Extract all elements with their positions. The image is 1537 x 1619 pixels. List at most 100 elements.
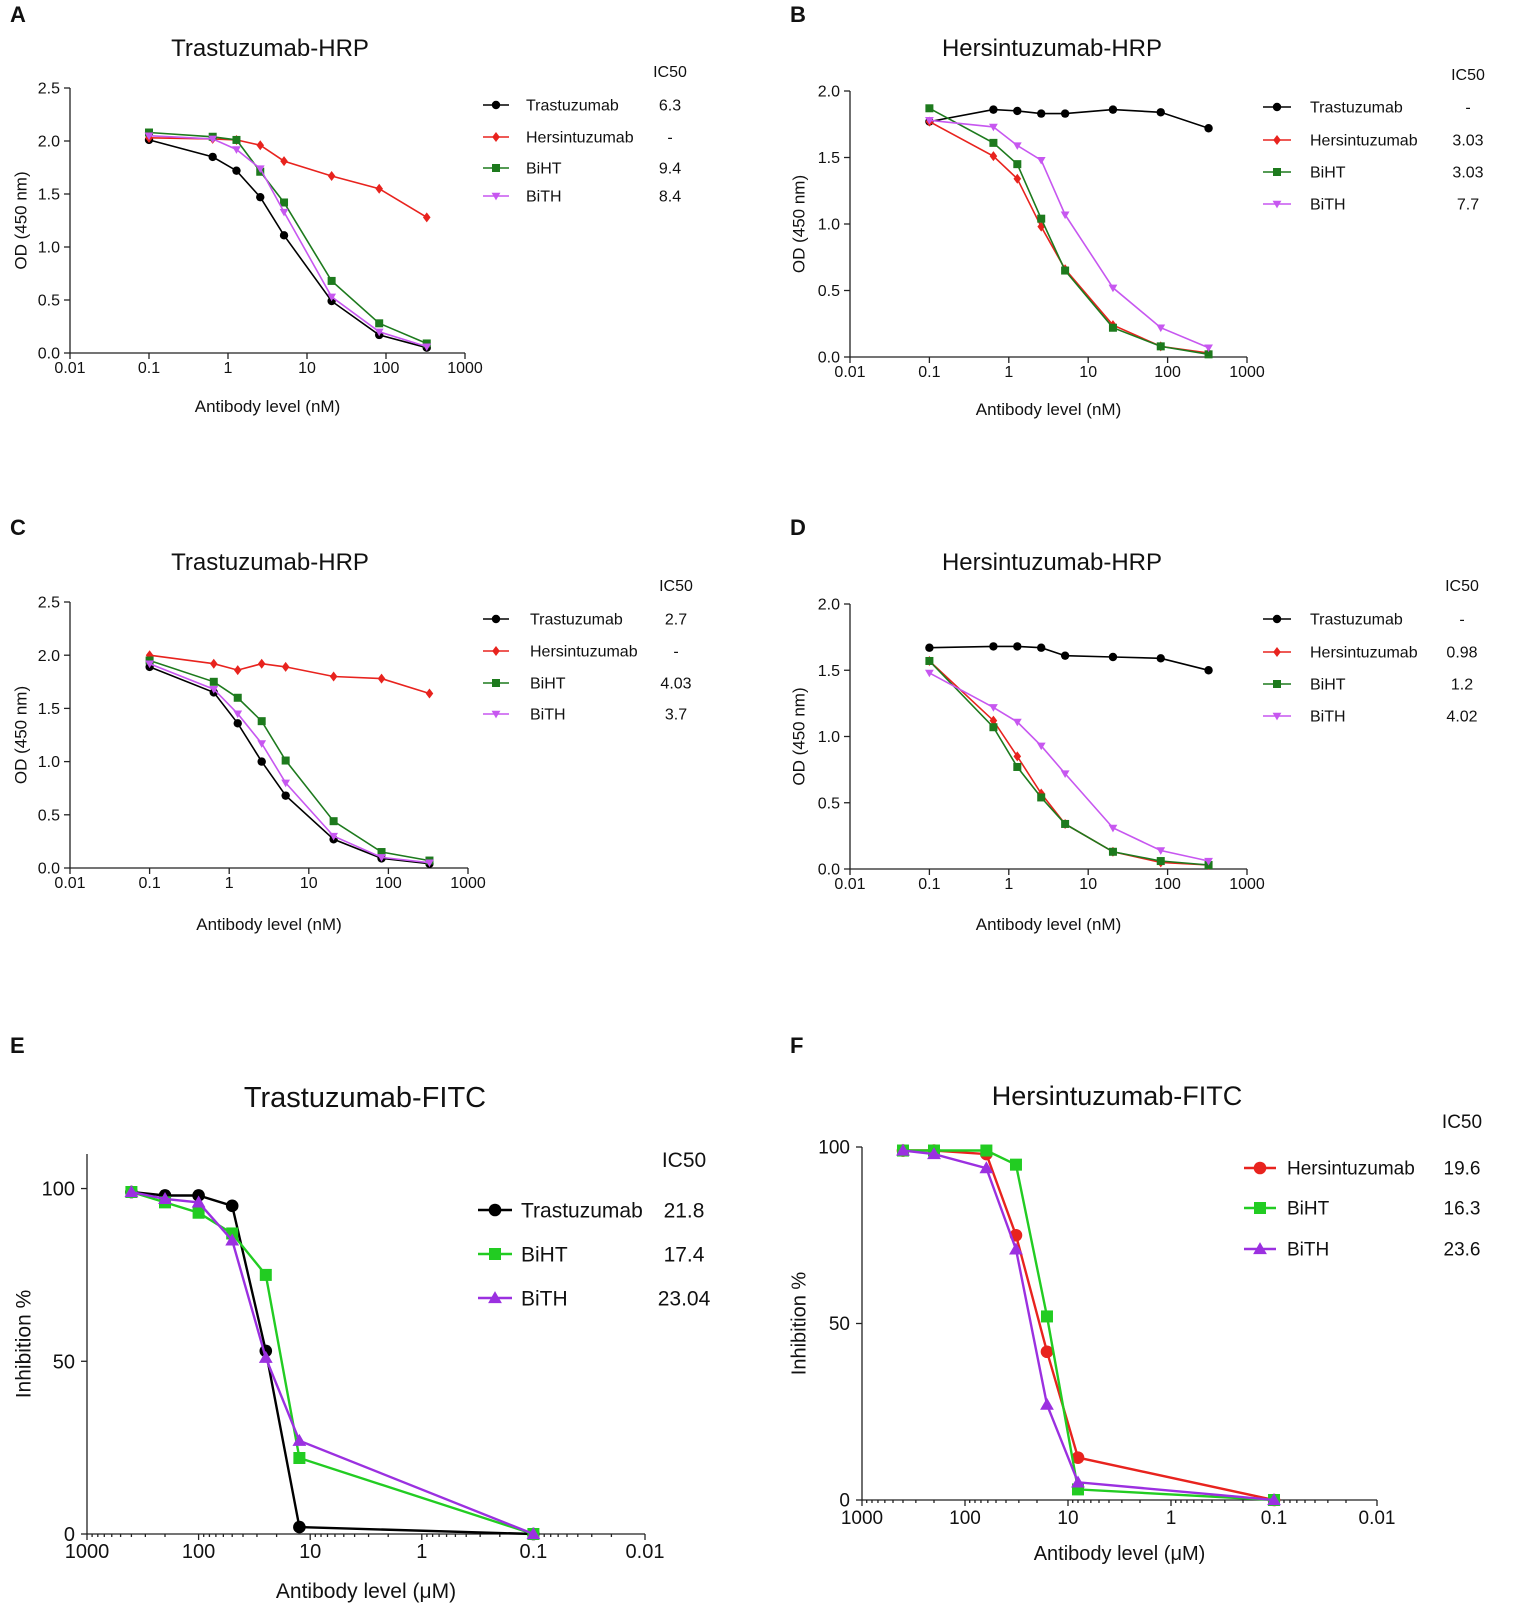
y-tick-label: 2.0 xyxy=(818,597,840,614)
legend-swatch-marker xyxy=(492,132,500,142)
y-tick-label: 0 xyxy=(64,1524,75,1546)
legend-label: BiTH xyxy=(526,189,562,206)
series-biht xyxy=(896,1144,1280,1506)
series-biht xyxy=(145,128,431,348)
chart-title: Hersintuzumab-HRP xyxy=(942,549,1162,576)
data-point xyxy=(1061,819,1070,828)
data-point xyxy=(255,165,265,173)
series-line xyxy=(131,1190,534,1536)
x-tick-label: 1000 xyxy=(65,1541,110,1563)
ic50-header: IC50 xyxy=(1445,578,1479,595)
panel-label: D xyxy=(790,515,806,540)
legend-label: Hersintuzumab xyxy=(530,644,638,661)
x-tick-label: 0.01 xyxy=(54,360,85,377)
legend-ic50: 3.7 xyxy=(665,707,687,724)
legend-ic50: 1.2 xyxy=(1451,677,1473,694)
data-point xyxy=(209,686,219,694)
series-biht xyxy=(925,104,1213,359)
legend-item: BiHT 1.2 xyxy=(1263,677,1473,694)
x-tick-label: 1000 xyxy=(1229,364,1265,381)
legend-label: Trastuzumab xyxy=(530,612,623,629)
legend-swatch-marker xyxy=(1254,1202,1266,1214)
x-axis-label: Antibody level (μM) xyxy=(276,1580,456,1603)
axes xyxy=(844,603,1248,875)
legend-item: Hersintuzumab 3.03 xyxy=(1263,133,1484,150)
ic50-header: IC50 xyxy=(1442,1112,1482,1133)
data-point xyxy=(124,1185,139,1198)
data-point xyxy=(327,293,337,302)
series-line xyxy=(149,662,430,864)
y-tick-label: 2.0 xyxy=(38,134,60,151)
chart-title: Trastuzumab-HRP xyxy=(171,549,369,576)
panel-label: B xyxy=(790,2,806,27)
data-point xyxy=(1267,1493,1281,1506)
y-tick-label: 100 xyxy=(42,1179,75,1201)
chart-title: Trastuzumab-HRP xyxy=(171,35,369,62)
y-tick-label: 1.5 xyxy=(818,663,840,680)
legend-ic50: 16.3 xyxy=(1444,1199,1481,1220)
x-tick-label: 1000 xyxy=(841,1508,883,1529)
y-tick-label: 0.0 xyxy=(818,862,840,879)
x-tick-label: 1 xyxy=(1004,364,1013,381)
legend-item: BiHT 3.03 xyxy=(1263,165,1484,182)
data-point xyxy=(989,642,998,651)
data-point xyxy=(1036,742,1046,751)
data-point xyxy=(425,688,434,699)
data-point xyxy=(292,1433,307,1446)
data-point xyxy=(329,832,339,841)
x-tick-label: 0.1 xyxy=(138,875,160,892)
legend-label: BiHT xyxy=(1310,165,1346,182)
legend-swatch-marker xyxy=(1273,135,1281,145)
x-tick-label: 10 xyxy=(300,875,318,892)
x-tick-label: 1 xyxy=(416,1541,427,1563)
series-line xyxy=(903,1149,1275,1502)
legend-label: BiTH xyxy=(530,707,566,724)
legend-label: BiHT xyxy=(521,1243,568,1266)
legend-swatch-marker xyxy=(492,679,500,687)
x-axis-label: Antibody level (nM) xyxy=(976,400,1122,419)
x-axis-label: Antibody level (nM) xyxy=(195,397,341,416)
series-line xyxy=(929,645,1209,672)
x-tick-label: 1 xyxy=(1004,876,1013,893)
data-point xyxy=(1037,643,1046,652)
legend-item: Hersintuzumab 0.98 xyxy=(1263,645,1478,662)
x-tick-label: 10 xyxy=(299,1541,321,1563)
legend-item: BiHT 4.03 xyxy=(483,676,692,693)
axes xyxy=(844,90,1248,363)
data-point xyxy=(1204,124,1213,133)
data-point xyxy=(1060,770,1070,778)
data-point xyxy=(257,717,266,726)
x-tick-label: 1000 xyxy=(450,875,486,892)
data-point xyxy=(1040,1397,1054,1410)
legend-ic50: 17.4 xyxy=(664,1243,705,1266)
panel-label: F xyxy=(790,1033,803,1058)
data-point xyxy=(1108,284,1118,293)
x-tick-label: 1 xyxy=(225,875,234,892)
data-point xyxy=(1156,654,1165,663)
data-point xyxy=(257,740,267,748)
series-line xyxy=(131,1190,534,1536)
series-bith xyxy=(896,1143,1281,1506)
data-point xyxy=(233,693,242,702)
data-point xyxy=(1204,666,1213,675)
x-tick-label: 0.1 xyxy=(1261,1508,1287,1529)
legend-item: Trastuzumab 21.8 xyxy=(478,1199,704,1222)
legend-item: Hersintuzumab - xyxy=(483,644,679,661)
chart-title: Trastuzumab-FITC xyxy=(244,1082,486,1114)
x-tick-label: 0.01 xyxy=(1359,1508,1396,1529)
x-axis-label: Antibody level (nM) xyxy=(976,915,1122,934)
data-point xyxy=(279,208,289,217)
legend-label: BiTH xyxy=(521,1287,568,1310)
x-tick-label: 100 xyxy=(182,1541,215,1563)
data-point xyxy=(422,212,431,223)
y-tick-label: 50 xyxy=(829,1314,850,1335)
chart-title: Hersintuzumab-FITC xyxy=(992,1081,1243,1111)
x-tick-label: 10 xyxy=(1079,876,1097,893)
data-point xyxy=(1013,642,1022,651)
legend-swatch-marker xyxy=(491,192,501,201)
ic50-header: IC50 xyxy=(653,64,687,81)
y-tick-label: 1.0 xyxy=(818,729,840,746)
y-axis-label: OD (450 nm) xyxy=(11,171,30,269)
series-hersintuzumab xyxy=(925,116,1213,359)
y-axis-label: OD (450 nm) xyxy=(11,686,30,784)
